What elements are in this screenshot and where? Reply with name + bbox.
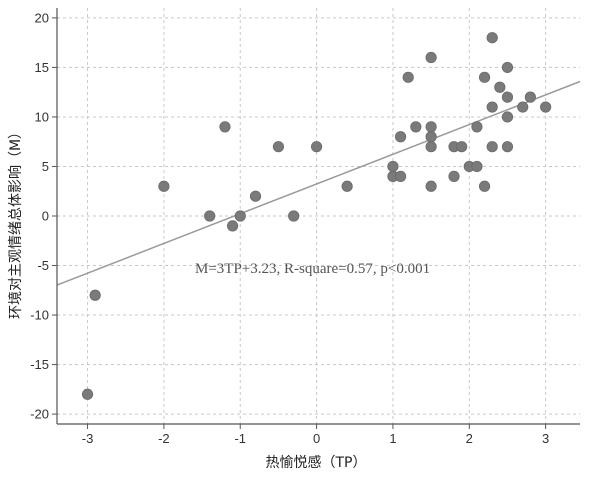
data-point [524, 91, 536, 103]
x-tick-label: 2 [466, 431, 473, 446]
data-point [425, 121, 437, 133]
y-tick-label: -5 [37, 258, 49, 273]
grid-lines [57, 8, 580, 424]
data-point [89, 289, 101, 301]
data-point [448, 170, 460, 182]
data-point [204, 210, 216, 222]
data-point [425, 131, 437, 143]
regression-line [56, 80, 581, 286]
data-point [501, 61, 514, 74]
data-points [81, 32, 552, 400]
x-axis-title: 热愉悦感（TP） [266, 454, 367, 471]
data-point [478, 180, 491, 192]
data-point [402, 71, 414, 83]
data-point [478, 71, 491, 83]
data-point [227, 220, 239, 232]
y-tick-label: 10 [35, 109, 49, 124]
data-point [288, 210, 300, 222]
data-point [501, 91, 514, 103]
data-point [81, 388, 94, 400]
data-point [341, 180, 353, 192]
x-tick-label: -2 [158, 431, 170, 446]
data-point [410, 121, 422, 133]
data-point [272, 141, 285, 153]
data-point [494, 81, 506, 93]
data-point [425, 51, 437, 64]
data-point [387, 160, 399, 173]
y-tick-label: 0 [42, 209, 49, 224]
data-point [501, 141, 514, 153]
y-tick-label: 15 [35, 60, 49, 75]
regression-line-group [56, 80, 581, 286]
data-point [540, 101, 552, 113]
data-point [501, 111, 514, 123]
data-point [486, 141, 498, 153]
y-tick-label: -15 [30, 357, 49, 372]
data-point [425, 180, 437, 192]
y-tick-label: 20 [35, 10, 49, 25]
y-axis-title: 环境对主观情绪总体影响（M） [8, 125, 24, 319]
x-tick-label: 1 [389, 431, 396, 446]
regression-annotation: M=3TP+3.23, R-square=0.57, p<0.001 [195, 261, 430, 277]
x-tick-label: 3 [542, 431, 549, 446]
data-point [471, 160, 483, 173]
data-point [158, 180, 170, 192]
x-tick-label: -1 [234, 431, 246, 446]
x-tick-label: -3 [82, 431, 94, 446]
y-tick-label: -10 [30, 308, 49, 323]
data-point [471, 121, 483, 133]
data-point [456, 141, 468, 153]
data-point [486, 32, 498, 44]
data-point [517, 101, 529, 113]
data-point [234, 210, 246, 222]
y-tick-label: -20 [30, 407, 49, 422]
x-tick-label: 0 [313, 431, 320, 446]
data-point [425, 141, 437, 153]
y-tick-label: 5 [42, 159, 49, 174]
data-point [486, 101, 498, 113]
data-point [219, 121, 231, 133]
data-point [394, 131, 407, 143]
data-point [394, 170, 407, 182]
data-point [249, 190, 262, 202]
data-point [310, 141, 323, 153]
